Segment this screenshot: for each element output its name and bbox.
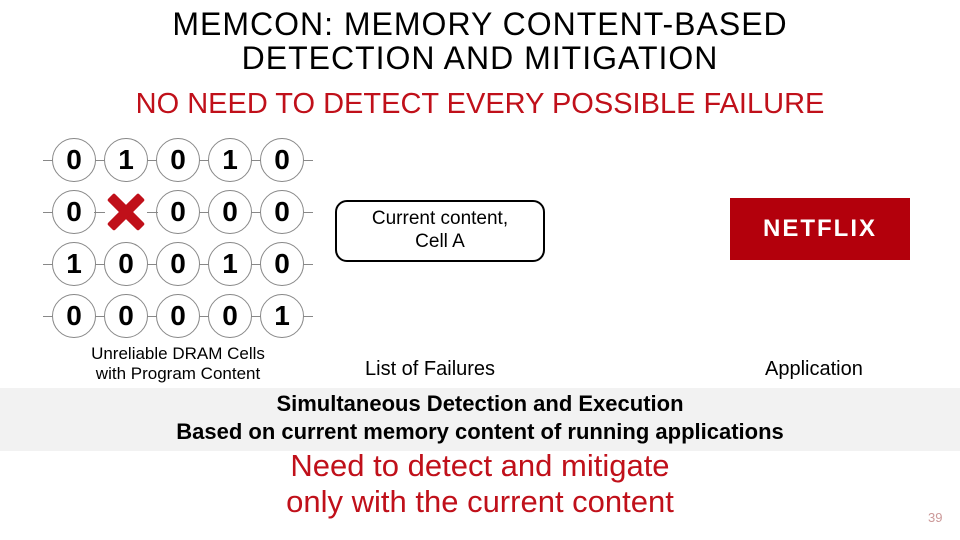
dram-cell: 0 xyxy=(156,138,200,182)
dram-cell xyxy=(104,190,148,234)
failure-box-line2: Cell A xyxy=(351,231,529,254)
page-number: 39 xyxy=(928,510,942,525)
slide-title: MEMCON: MEMORY CONTENT-BASED DETECTION A… xyxy=(0,8,960,75)
banner-line2: Based on current memory content of runni… xyxy=(0,418,960,446)
dram-cell: 0 xyxy=(208,294,252,338)
dram-cell: 0 xyxy=(260,138,304,182)
failure-box-line1: Current content, xyxy=(351,208,529,231)
dram-cell: 0 xyxy=(156,294,200,338)
closing-statement: Need to detect and mitigate only with th… xyxy=(0,448,960,520)
slide-subtitle: NO NEED TO DETECT EVERY POSSIBLE FAILURE xyxy=(0,88,960,121)
closing-line1: Need to detect and mitigate xyxy=(0,448,960,484)
dram-grid: 0101000001001000001 xyxy=(52,138,304,338)
application-label: Application xyxy=(765,358,863,381)
slide: MEMCON: MEMORY CONTENT-BASED DETECTION A… xyxy=(0,0,960,540)
dram-cell: 0 xyxy=(260,190,304,234)
dram-cell: 0 xyxy=(104,242,148,286)
simultaneous-banner: Simultaneous Detection and Execution Bas… xyxy=(0,388,960,451)
dram-cell: 0 xyxy=(104,294,148,338)
closing-line2: only with the current content xyxy=(0,484,960,520)
dram-grid-caption: Unreliable DRAM Cells with Program Conte… xyxy=(52,344,304,384)
netflix-text: NETFLIX xyxy=(763,215,877,243)
dram-cell: 1 xyxy=(260,294,304,338)
dram-cell: 1 xyxy=(208,138,252,182)
dram-cell: 0 xyxy=(260,242,304,286)
dram-cell: 0 xyxy=(156,190,200,234)
netflix-badge: NETFLIX xyxy=(730,198,910,260)
dram-cell: 0 xyxy=(52,294,96,338)
dram-cell: 0 xyxy=(52,190,96,234)
title-line-1: MEMCON: MEMORY CONTENT-BASED xyxy=(0,8,960,42)
dram-cell: 1 xyxy=(104,138,148,182)
title-line-2: DETECTION AND MITIGATION xyxy=(0,42,960,76)
failure-list-box: Current content, Cell A xyxy=(335,200,545,262)
dram-grid-region: 0101000001001000001 Unreliable DRAM Cell… xyxy=(52,138,304,384)
banner-line1: Simultaneous Detection and Execution xyxy=(0,390,960,418)
dram-cell: 0 xyxy=(52,138,96,182)
dram-cell: 0 xyxy=(156,242,200,286)
dram-cell: 1 xyxy=(208,242,252,286)
dram-cell: 0 xyxy=(208,190,252,234)
failure-list-label: List of Failures xyxy=(365,358,495,381)
dram-cell: 1 xyxy=(52,242,96,286)
